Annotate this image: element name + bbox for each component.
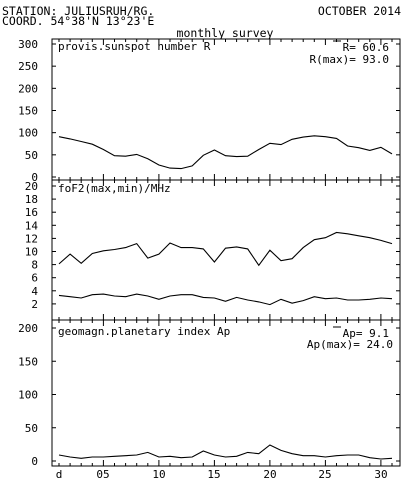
y-tick-label: 250 — [18, 60, 38, 73]
y-tick-label: 16 — [25, 206, 38, 219]
y-tick-label: 12 — [25, 232, 38, 245]
x-tick-label: 25 — [318, 468, 331, 480]
y-tick-label: 50 — [25, 149, 38, 162]
x-tick-label: 05 — [96, 468, 109, 480]
panel-title: provis.sunspot number R — [58, 40, 211, 53]
x-tick-label: 30 — [374, 468, 387, 480]
y-tick-label: 14 — [25, 219, 39, 232]
y-tick-label: 4 — [31, 285, 38, 298]
y-tick-label: 0 — [31, 455, 38, 468]
y-tick-label: 200 — [18, 322, 38, 335]
y-tick-label: 18 — [25, 193, 38, 206]
y-tick-label: 300 — [18, 38, 38, 51]
stat-label: Ap(max)= 24.0 — [307, 338, 393, 351]
stat-label: R(max)= 93.0 — [310, 53, 389, 66]
series-line-1 — [58, 135, 393, 170]
y-tick-label: 10 — [25, 246, 38, 259]
y-tick-label: 8 — [31, 259, 38, 272]
x-tick-label: 15 — [207, 468, 220, 480]
y-tick-label: 50 — [25, 422, 38, 435]
x-tick-label: 20 — [263, 468, 276, 480]
series-line-1 — [58, 444, 393, 460]
panel-3: 200 150 100 50 0 geomagn.planetary index Ap Ap… — [18, 319, 401, 480]
y-tick-label: 150 — [18, 105, 38, 118]
y-tick-label: 2 — [31, 298, 38, 311]
x-tick-label: d — [56, 468, 63, 480]
station-label: STATION: JULIUSRUH/RG. — [2, 4, 154, 18]
series-line-1 — [58, 231, 393, 267]
survey-label: monthly survey — [177, 26, 274, 40]
month-label: OCTOBER 2014 — [318, 4, 401, 18]
panel-frame — [51, 179, 401, 321]
y-tick-label: 100 — [18, 389, 38, 402]
stat-label: R= 60.6 — [343, 41, 389, 54]
y-tick-label: 150 — [18, 355, 38, 368]
series-line-2 — [58, 293, 393, 306]
panel-title: foF2(max,min)/MHz — [58, 182, 171, 195]
stat-label: Ap= 9.1 — [343, 327, 389, 340]
panel-1: 300 250 200 150 100 50 0 provis.sunspot number … — [18, 38, 401, 184]
y-tick-label: 100 — [18, 127, 38, 140]
y-tick-label: 200 — [18, 82, 38, 95]
x-tick-label: 10 — [152, 468, 165, 480]
y-tick-label: 6 — [31, 272, 38, 285]
y-tick-label: 20 — [25, 180, 38, 193]
coord-label: COORD. 54°38'N 13°23'E — [2, 14, 154, 28]
panel-title: geomagn.planetary index Ap — [58, 325, 230, 338]
y-tick-label: 0 — [31, 171, 38, 184]
